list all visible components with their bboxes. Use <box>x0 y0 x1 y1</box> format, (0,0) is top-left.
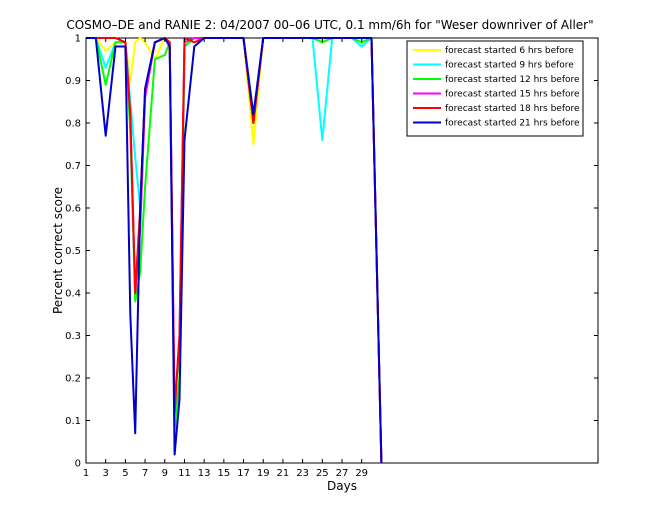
y-tick-label: 0.3 <box>65 331 81 342</box>
y-tick-label: 0.5 <box>65 246 81 257</box>
x-tick-label: 19 <box>257 468 270 479</box>
legend-label: forecast started 6 hrs before <box>445 46 574 56</box>
legend-label: forecast started 18 hrs before <box>445 104 580 114</box>
x-tick-label: 21 <box>277 468 290 479</box>
x-axis-label: Days <box>327 479 357 493</box>
x-tick-label: 3 <box>103 468 109 479</box>
x-tick-label: 15 <box>217 468 230 479</box>
x-tick-label: 7 <box>142 468 148 479</box>
x-tick-label: 11 <box>178 468 191 479</box>
x-tick-label: 29 <box>355 468 368 479</box>
x-tick-label: 13 <box>198 468 211 479</box>
x-tick-label: 17 <box>237 468 250 479</box>
series-layer <box>86 37 383 464</box>
series-line-6 <box>86 37 383 464</box>
x-tick-label: 9 <box>162 468 168 479</box>
x-tick-label: 25 <box>316 468 329 479</box>
legend-label: forecast started 15 hrs before <box>445 90 580 100</box>
legend-label: forecast started 21 hrs before <box>445 119 580 129</box>
x-tick-label: 23 <box>296 468 309 479</box>
legend-items: forecast started 6 hrs before forecast st… <box>413 46 580 129</box>
y-tick-label: 0.6 <box>65 204 81 215</box>
y-tick-label: 0.7 <box>65 161 81 172</box>
y-tick-label: 1 <box>75 34 81 45</box>
y-tick-label: 0.2 <box>65 374 81 385</box>
legend: forecast started 6 hrs before forecast st… <box>406 40 584 137</box>
x-tick-label: 5 <box>122 468 128 479</box>
legend-box <box>406 40 584 137</box>
y-tick-label: 0.8 <box>65 119 81 130</box>
y-tick-label: 0.1 <box>65 416 81 427</box>
y-tick-label: 0.4 <box>65 289 81 300</box>
y-axis-label: Percent correct score <box>51 187 65 314</box>
legend-label: forecast started 12 hrs before <box>445 75 580 85</box>
x-tick-label: 1 <box>83 468 89 479</box>
chart-title: COSMO–DE and RANIE 2: 04/2007 00–06 UTC,… <box>66 18 593 32</box>
legend-label: forecast started 9 hrs before <box>445 61 574 71</box>
x-axis-ticks: 1 3 5 7 9 11 13 15 17 19 21 23 25 27 29 <box>83 38 368 479</box>
y-tick-label: 0.9 <box>65 76 81 87</box>
y-tick-label: 0 <box>75 459 81 470</box>
x-tick-label: 27 <box>336 468 349 479</box>
y-axis-ticks: 0 0.1 0.2 0.3 0.4 0.5 0.6 0.7 0.8 0.9 1 <box>65 34 598 470</box>
